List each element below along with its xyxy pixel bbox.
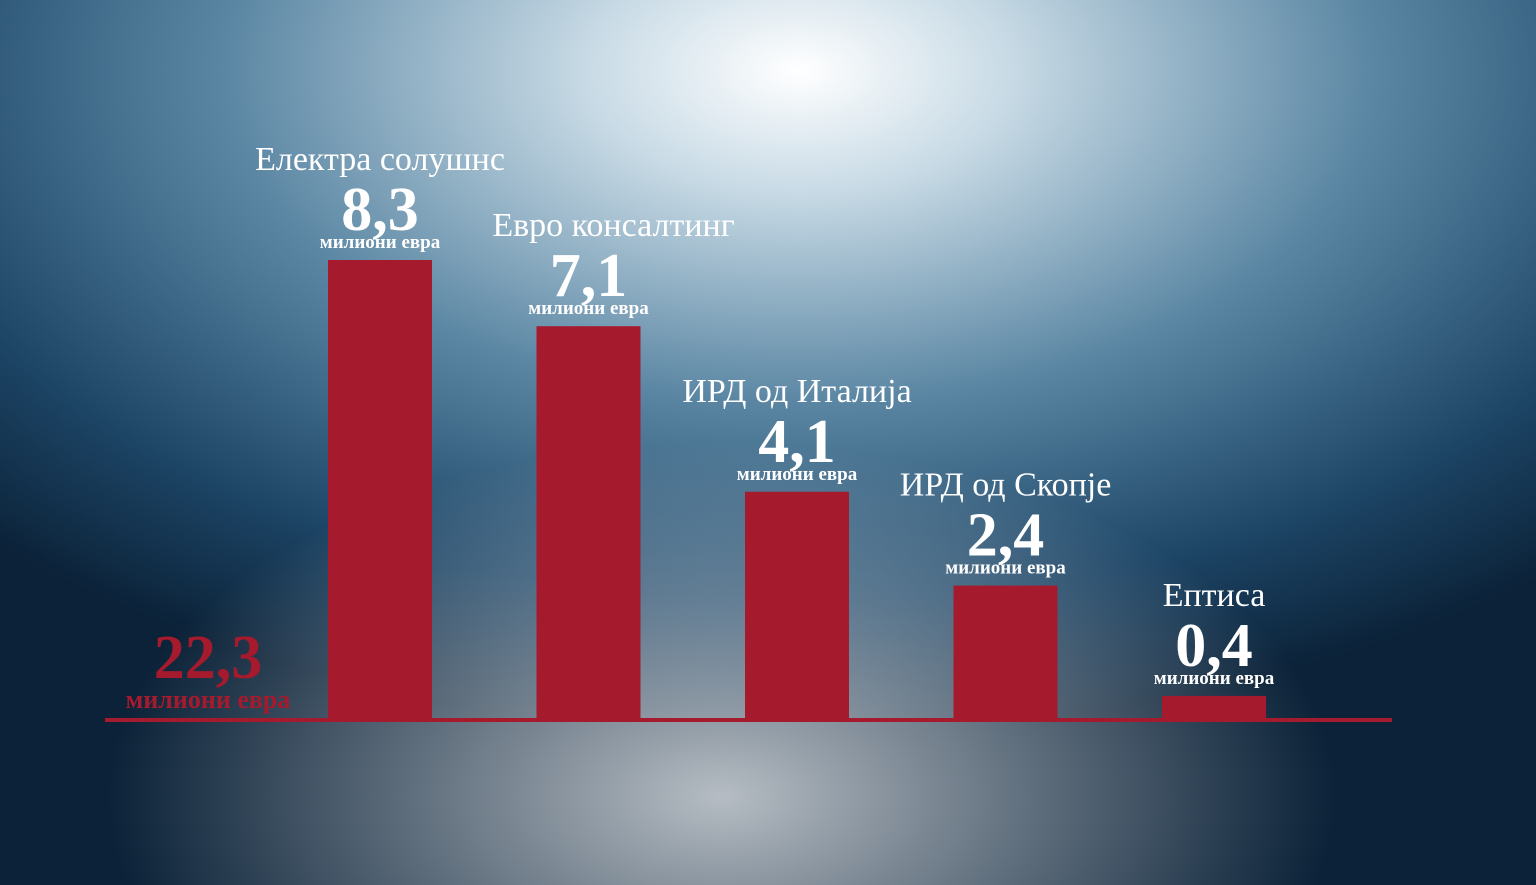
value-label: 7,1 [550, 242, 628, 310]
unit-label: милиони евра [737, 464, 858, 485]
value-label: 8,3 [341, 176, 419, 244]
unit-label: милиони евра [945, 558, 1066, 579]
category-label: ИРД од Италија [682, 373, 911, 410]
bar [1162, 695, 1266, 718]
total-unit: милиони евра [126, 685, 291, 714]
bar [953, 585, 1058, 718]
value-label: 2,4 [967, 502, 1045, 570]
bar [328, 260, 432, 718]
unit-label: милиони евра [1154, 668, 1275, 689]
bar [745, 491, 849, 718]
value-label: 0,4 [1175, 612, 1253, 680]
unit-label: милиони евра [320, 232, 441, 253]
category-label: Електра солушнс [255, 141, 505, 178]
category-label: Евро консалтинг [492, 207, 734, 244]
total-value: 22,3 [154, 624, 263, 692]
category-label: ИРД од Скопје [900, 467, 1112, 504]
value-label: 4,1 [758, 408, 836, 476]
bar [536, 326, 641, 718]
unit-label: милиони евра [528, 298, 649, 319]
category-label: Ептиса [1163, 577, 1266, 614]
